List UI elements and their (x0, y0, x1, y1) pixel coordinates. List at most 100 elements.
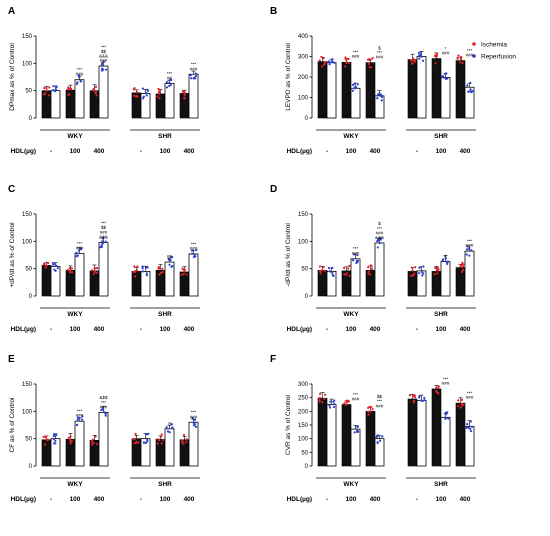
point-ischemia (137, 441, 140, 444)
point-ischemia (160, 435, 163, 438)
significance-marker: # (444, 254, 447, 259)
point-reperfusion (418, 266, 421, 269)
x-tick-label: 400 (184, 326, 195, 333)
point-ischemia (70, 267, 73, 270)
y-tick-label: 50 (301, 267, 308, 273)
point-reperfusion (469, 81, 472, 84)
significance-marker: $$ (101, 225, 107, 230)
point-ischemia (318, 400, 321, 403)
point-ischemia (181, 267, 184, 270)
point-reperfusion (329, 406, 332, 409)
point-reperfusion (54, 439, 57, 443)
point-reperfusion (470, 91, 473, 94)
point-ischemia (456, 56, 459, 60)
point-reperfusion (420, 55, 423, 58)
point-reperfusion (328, 270, 332, 273)
y-tick-label: 0 (29, 294, 33, 300)
x-tick-label: 100 (160, 496, 171, 503)
bar-reperfusion (140, 93, 151, 119)
point-ischemia (369, 66, 373, 69)
point-ischemia (367, 413, 370, 416)
point-reperfusion (470, 249, 473, 252)
point-reperfusion (76, 423, 79, 427)
point-reperfusion (52, 435, 56, 438)
y-tick-label: 100 (22, 239, 33, 245)
point-reperfusion (327, 266, 331, 270)
point-reperfusion (169, 258, 172, 262)
point-ischemia (48, 86, 51, 89)
point-reperfusion (469, 430, 473, 433)
point-reperfusion (466, 245, 469, 248)
x-tick-label: - (326, 496, 328, 503)
point-ischemia (411, 269, 414, 272)
point-ischemia (92, 442, 95, 445)
point-ischemia (437, 385, 440, 388)
point-reperfusion (333, 61, 336, 64)
y-tick-label: 400 (298, 34, 309, 40)
x-tick-label: 400 (94, 326, 105, 333)
significance-marker: ## (167, 254, 173, 259)
group-label: SHR (434, 311, 448, 318)
significance-marker: ### (466, 395, 474, 400)
bar-ischemia (455, 267, 466, 297)
bar-ischemia (65, 270, 76, 297)
point-ischemia (345, 399, 348, 402)
point-ischemia (460, 270, 464, 273)
point-ischemia (413, 272, 416, 275)
point-ischemia (318, 270, 322, 273)
point-ischemia (323, 62, 326, 65)
point-reperfusion (168, 81, 171, 84)
point-reperfusion (101, 67, 104, 70)
point-reperfusion (53, 268, 56, 271)
y-tick-label: 50 (25, 89, 32, 95)
y-tick-label: 300 (298, 55, 309, 61)
point-ischemia (158, 91, 161, 94)
point-ischemia (91, 438, 94, 441)
bar-ischemia (431, 271, 442, 297)
x-axis-prefix-label: HDL(µg) (11, 148, 36, 155)
point-reperfusion (466, 422, 469, 426)
point-reperfusion (470, 425, 474, 428)
significance-marker: *** (101, 400, 107, 405)
point-reperfusion (192, 421, 195, 424)
point-reperfusion (469, 88, 472, 91)
point-ischemia (132, 270, 135, 274)
point-reperfusion (441, 76, 444, 79)
point-ischemia (457, 399, 460, 402)
point-reperfusion (421, 274, 424, 277)
bar-reperfusion (98, 65, 109, 119)
point-reperfusion (102, 408, 105, 411)
point-ischemia (95, 267, 99, 270)
significance-marker: ### (376, 55, 384, 60)
point-reperfusion (465, 253, 468, 256)
group-label: SHR (158, 481, 172, 488)
point-ischemia (323, 269, 327, 272)
y-tick-label: 100 (298, 239, 309, 245)
significance-marker: ### (442, 51, 450, 56)
point-ischemia (321, 401, 324, 404)
point-ischemia (136, 265, 139, 268)
point-reperfusion (333, 403, 336, 406)
point-reperfusion (377, 93, 380, 96)
point-reperfusion (331, 271, 334, 275)
point-ischemia (344, 65, 347, 68)
point-reperfusion (79, 248, 83, 251)
bar-ischemia (41, 439, 52, 467)
point-ischemia (135, 91, 139, 94)
x-tick-label: 400 (184, 496, 195, 503)
point-ischemia (343, 402, 346, 405)
point-reperfusion (357, 430, 360, 433)
point-ischemia (460, 402, 463, 405)
point-reperfusion (351, 89, 354, 92)
point-ischemia (434, 266, 437, 270)
bar-reperfusion (98, 412, 109, 467)
point-reperfusion (467, 426, 470, 429)
point-ischemia (91, 443, 94, 446)
x-axis-prefix-label: HDL(µg) (11, 496, 36, 503)
point-ischemia (367, 410, 370, 413)
point-reperfusion (104, 240, 107, 243)
significance-marker: *** (353, 392, 359, 397)
bar-ischemia (65, 89, 76, 119)
significance-marker: $ (378, 221, 381, 226)
significance-marker: &&& (99, 53, 108, 58)
